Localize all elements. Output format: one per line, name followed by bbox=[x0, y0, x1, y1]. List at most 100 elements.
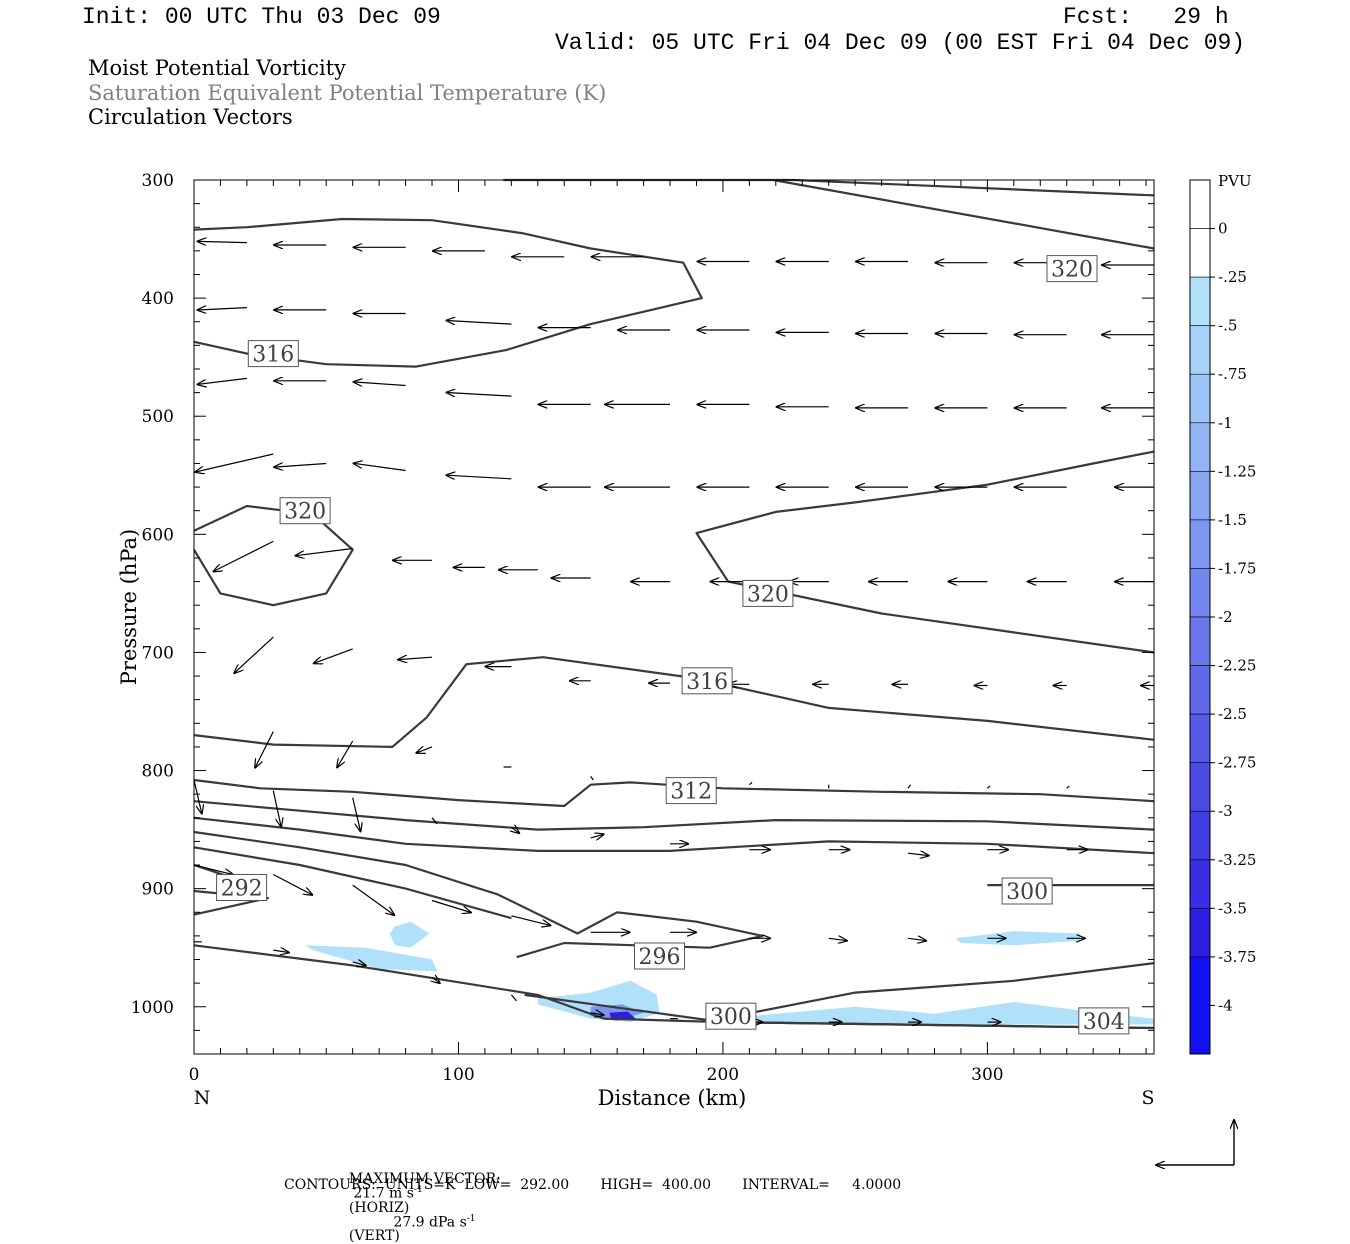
south-label: S bbox=[1141, 1087, 1154, 1109]
colorbar-unit: PVU bbox=[1218, 172, 1252, 190]
colorbar-box-14 bbox=[1189, 859, 1211, 909]
circulation-vector-78 bbox=[748, 781, 753, 786]
colorbar-tick-label: -1 bbox=[1218, 414, 1233, 432]
contour-label-text: 320 bbox=[284, 500, 326, 525]
circulation-vector-61 bbox=[234, 636, 274, 673]
horiz-exp: -1 bbox=[413, 1185, 423, 1195]
pv-region-4 bbox=[609, 1011, 636, 1020]
horiz-value: 21.7 m s bbox=[353, 1185, 414, 1202]
colorbar-tick-label: -4 bbox=[1218, 996, 1233, 1014]
horiz-unit: (HORIZ) bbox=[348, 1199, 410, 1216]
contour-label-box bbox=[681, 667, 733, 695]
colorbar-box-6 bbox=[1189, 470, 1211, 521]
contour-label-10: 304 bbox=[1078, 1007, 1130, 1035]
north-label: N bbox=[194, 1087, 211, 1109]
theta-es-contour-14 bbox=[751, 962, 1155, 1014]
contour-label-text: 320 bbox=[1051, 258, 1093, 283]
contour-label-text: 316 bbox=[686, 670, 728, 695]
colorbar-box-7 bbox=[1189, 519, 1211, 569]
pv-region-1 bbox=[389, 921, 430, 948]
colorbar-tick-label: -1.75 bbox=[1218, 559, 1256, 577]
circulation-vector-36 bbox=[195, 453, 274, 472]
init-time: Init: 00 UTC Thu 03 Dec 09 bbox=[82, 4, 441, 30]
field-pv: Moist Potential Vorticity bbox=[88, 56, 346, 80]
contour-label-4: 316 bbox=[681, 667, 733, 695]
contour-label-text: 304 bbox=[1083, 1010, 1125, 1035]
colorbar-box-15 bbox=[1189, 907, 1211, 958]
y-tick-label: 800 bbox=[142, 762, 174, 782]
circulation-vector-24 bbox=[198, 377, 247, 384]
colorbar-box-0 bbox=[1189, 179, 1211, 229]
colorbar-tick-label: -1.25 bbox=[1218, 462, 1256, 480]
contour-label-6: 292 bbox=[216, 874, 268, 902]
x-tick-label: 100 bbox=[442, 1065, 474, 1085]
circulation-vector-12 bbox=[198, 308, 247, 310]
contour-label-box bbox=[1001, 877, 1053, 905]
contour-label-text: 320 bbox=[747, 582, 789, 607]
contour-label-box bbox=[665, 777, 717, 805]
colorbar-box-11 bbox=[1189, 713, 1211, 763]
contour-label-box bbox=[742, 579, 794, 607]
theta-es-contour-2 bbox=[193, 217, 703, 368]
footer-max-vector: MAXIMUM VECTOR: 21.7 m s-1 (HORIZ) 27.9 … bbox=[340, 1158, 501, 1243]
colorbar-tick-label: 0 bbox=[1218, 220, 1228, 238]
colorbar-box-1 bbox=[1189, 228, 1211, 278]
pv-region-6 bbox=[955, 931, 1080, 946]
y-tick-label: 900 bbox=[142, 880, 174, 900]
contour-label-text: 292 bbox=[221, 877, 263, 902]
theta-es-contour-3 bbox=[193, 504, 354, 607]
circulation-vector-109 bbox=[352, 962, 366, 966]
contour-label-box bbox=[1078, 1007, 1130, 1035]
x-axis-label: Distance (km) bbox=[598, 1086, 747, 1110]
theta-es-contour-7 bbox=[193, 800, 1155, 831]
colorbar-box-4 bbox=[1189, 373, 1211, 424]
circulation-vector-26 bbox=[354, 382, 406, 386]
circulation-vector-96 bbox=[273, 873, 312, 895]
cross-section-chart: 320 316 320 320 316 312 292 300 296 300 304 0 100 200… bbox=[117, 171, 1256, 1200]
colorbar-tick-label: -3 bbox=[1218, 802, 1233, 820]
colorbar-tick-label: -3.75 bbox=[1218, 948, 1256, 966]
circulation-vector-27 bbox=[446, 393, 512, 397]
y-axis-label: Pressure (hPa) bbox=[117, 529, 141, 685]
y-tick-label: 400 bbox=[142, 289, 174, 309]
contour-label-3: 320 bbox=[742, 579, 794, 607]
colorbar-tick-label: -.5 bbox=[1218, 317, 1237, 335]
footer-contours: CONTOURS: UNITS=K LOW= 292.00 HIGH= 400.… bbox=[284, 1177, 902, 1193]
circulation-vector-108 bbox=[273, 950, 289, 952]
contour-label-text: 300 bbox=[1006, 880, 1048, 905]
colorbar-tick-label: -2.75 bbox=[1218, 754, 1256, 772]
x-tick-label: 0 bbox=[189, 1065, 200, 1085]
colorbar-box-3 bbox=[1189, 325, 1211, 375]
circulation-vector-99 bbox=[511, 915, 550, 926]
colorbar-tick-label: -2.25 bbox=[1218, 657, 1256, 675]
valid-time: Valid: 05 UTC Fri 04 Dec 09 (00 EST Fri … bbox=[555, 30, 1246, 56]
circulation-vector-97 bbox=[352, 884, 395, 915]
circulation-vector-84 bbox=[272, 790, 281, 827]
contour-label-text: 312 bbox=[670, 780, 712, 805]
x-tick-label: 200 bbox=[707, 1065, 739, 1085]
circulation-vector-103 bbox=[828, 938, 847, 940]
circulation-vector-86 bbox=[431, 817, 438, 825]
y-tick-label: 600 bbox=[142, 525, 174, 545]
contour-label-box bbox=[1046, 255, 1098, 283]
contour-label-box bbox=[634, 942, 685, 970]
y-tick-label: 700 bbox=[142, 643, 174, 663]
colorbar-tick-label: -3.25 bbox=[1218, 851, 1256, 869]
colorbar-box-8 bbox=[1189, 568, 1211, 618]
pv-region-0 bbox=[305, 945, 438, 972]
colorbar-tick-label: -2 bbox=[1218, 608, 1233, 626]
contour-label-5: 312 bbox=[665, 777, 717, 805]
colorbar-box-5 bbox=[1189, 422, 1211, 472]
colorbar-tick-label: -.25 bbox=[1218, 268, 1247, 286]
circulation-vector-111 bbox=[510, 994, 518, 1002]
theta-es-contour-4 bbox=[695, 450, 1155, 654]
contour-label-box bbox=[216, 874, 268, 901]
plot-frame bbox=[193, 179, 1155, 1055]
circulation-vector-80 bbox=[907, 784, 912, 789]
theta-es-contour-13 bbox=[193, 944, 1155, 1030]
y-tick-label: 1000 bbox=[131, 998, 174, 1018]
circulation-vector-87 bbox=[511, 827, 519, 833]
field-vectors: Circulation Vectors bbox=[88, 105, 293, 129]
contour-label-box bbox=[705, 1002, 757, 1030]
circulation-vector-104 bbox=[907, 938, 926, 940]
